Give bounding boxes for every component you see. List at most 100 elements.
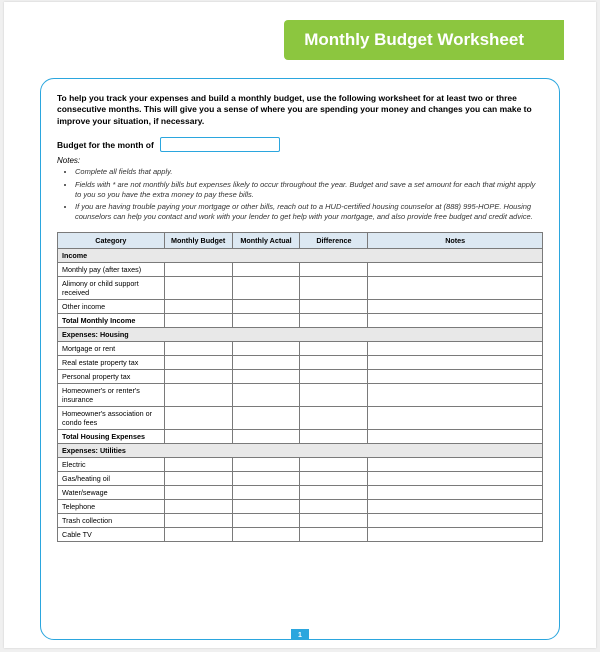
note-item: If you are having trouble paying your mo…: [75, 202, 543, 222]
cell: [164, 430, 232, 444]
cell[interactable]: [368, 300, 543, 314]
cell[interactable]: [368, 356, 543, 370]
cell[interactable]: [300, 300, 368, 314]
cell[interactable]: [368, 370, 543, 384]
cell[interactable]: [368, 486, 543, 500]
cell[interactable]: [164, 500, 232, 514]
cell[interactable]: [300, 407, 368, 430]
cell[interactable]: [232, 300, 300, 314]
month-input[interactable]: [160, 137, 280, 152]
cell[interactable]: [164, 472, 232, 486]
cell[interactable]: [300, 384, 368, 407]
section-header-row: Expenses: Utilities: [58, 444, 543, 458]
cell[interactable]: [164, 300, 232, 314]
cell[interactable]: [300, 342, 368, 356]
table-row: Monthly pay (after taxes): [58, 263, 543, 277]
table-header-row: Category Monthly Budget Monthly Actual D…: [58, 233, 543, 249]
row-label: Mortgage or rent: [58, 342, 165, 356]
cell[interactable]: [164, 514, 232, 528]
cell[interactable]: [300, 263, 368, 277]
cell[interactable]: [300, 486, 368, 500]
total-row: Total Housing Expenses: [58, 430, 543, 444]
cell[interactable]: [368, 263, 543, 277]
cell[interactable]: [232, 384, 300, 407]
page-number-tab: 1: [291, 629, 309, 640]
cell[interactable]: [232, 277, 300, 300]
cell[interactable]: [368, 528, 543, 542]
cell[interactable]: [164, 342, 232, 356]
col-category: Category: [58, 233, 165, 249]
cell[interactable]: [368, 500, 543, 514]
cell[interactable]: [232, 514, 300, 528]
cell[interactable]: [368, 277, 543, 300]
cell[interactable]: [300, 472, 368, 486]
cell[interactable]: [232, 342, 300, 356]
cell[interactable]: [232, 486, 300, 500]
total-label: Total Monthly Income: [58, 314, 165, 328]
cell[interactable]: [232, 528, 300, 542]
section-header-row: Income: [58, 249, 543, 263]
cell[interactable]: [164, 370, 232, 384]
table-row: Electric: [58, 458, 543, 472]
intro-text: To help you track your expenses and buil…: [57, 93, 543, 127]
cell[interactable]: [164, 486, 232, 500]
cell[interactable]: [368, 472, 543, 486]
cell[interactable]: [232, 407, 300, 430]
cell[interactable]: [368, 458, 543, 472]
section-header-cell: Income: [58, 249, 543, 263]
budget-table: Category Monthly Budget Monthly Actual D…: [57, 232, 543, 542]
cell: [368, 314, 543, 328]
cell[interactable]: [368, 342, 543, 356]
month-label: Budget for the month of: [57, 140, 154, 150]
total-label: Total Housing Expenses: [58, 430, 165, 444]
table-row: Homeowner's or renter's insurance: [58, 384, 543, 407]
cell[interactable]: [164, 458, 232, 472]
cell[interactable]: [300, 528, 368, 542]
cell: [368, 430, 543, 444]
cell[interactable]: [300, 500, 368, 514]
cell: [300, 314, 368, 328]
notes-label: Notes:: [57, 156, 543, 165]
cell: [232, 430, 300, 444]
cell[interactable]: [164, 277, 232, 300]
cell[interactable]: [164, 407, 232, 430]
table-row: Homeowner's association or condo fees: [58, 407, 543, 430]
table-row: Cable TV: [58, 528, 543, 542]
row-label: Monthly pay (after taxes): [58, 263, 165, 277]
cell[interactable]: [232, 472, 300, 486]
cell[interactable]: [232, 356, 300, 370]
cell[interactable]: [368, 384, 543, 407]
cell[interactable]: [164, 263, 232, 277]
month-row: Budget for the month of: [57, 137, 543, 152]
cell[interactable]: [300, 514, 368, 528]
note-item: Complete all fields that apply.: [75, 167, 543, 177]
cell[interactable]: [300, 356, 368, 370]
cell[interactable]: [368, 514, 543, 528]
cell[interactable]: [164, 356, 232, 370]
cell[interactable]: [232, 500, 300, 514]
table-row: Other income: [58, 300, 543, 314]
cell[interactable]: [300, 458, 368, 472]
table-row: Real estate property tax: [58, 356, 543, 370]
cell[interactable]: [232, 458, 300, 472]
cell: [300, 430, 368, 444]
row-label: Personal property tax: [58, 370, 165, 384]
cell[interactable]: [300, 370, 368, 384]
note-item: Fields with * are not monthly bills but …: [75, 180, 543, 200]
cell[interactable]: [300, 277, 368, 300]
cell[interactable]: [232, 263, 300, 277]
section-header-cell: Expenses: Housing: [58, 328, 543, 342]
row-label: Homeowner's or renter's insurance: [58, 384, 165, 407]
table-row: Telephone: [58, 500, 543, 514]
cell[interactable]: [164, 528, 232, 542]
cell[interactable]: [368, 407, 543, 430]
col-difference: Difference: [300, 233, 368, 249]
row-label: Homeowner's association or condo fees: [58, 407, 165, 430]
cell[interactable]: [164, 384, 232, 407]
table-row: Mortgage or rent: [58, 342, 543, 356]
title-banner: Monthly Budget Worksheet: [284, 20, 564, 60]
row-label: Water/sewage: [58, 486, 165, 500]
row-label: Real estate property tax: [58, 356, 165, 370]
table-row: Trash collection: [58, 514, 543, 528]
cell[interactable]: [232, 370, 300, 384]
